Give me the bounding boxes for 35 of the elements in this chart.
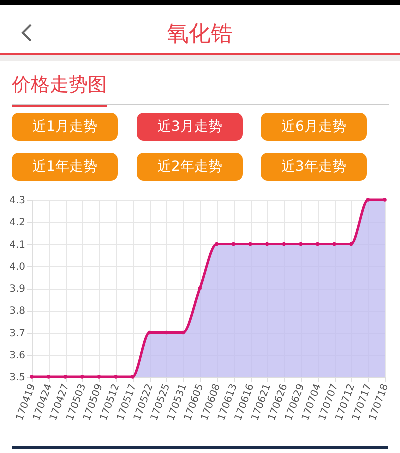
y-tick-label: 3.6 <box>10 350 26 362</box>
point <box>282 242 286 246</box>
point <box>198 286 202 290</box>
point <box>366 198 370 202</box>
y-tick-label: 4.1 <box>10 240 26 251</box>
point <box>383 198 387 202</box>
text: 近3年走势 <box>261 153 367 181</box>
y-tick-label: 3.7 <box>10 328 26 340</box>
y-tick-label: 3.8 <box>10 306 26 318</box>
point <box>232 242 236 246</box>
point <box>316 242 320 246</box>
y-tick-label: 4.3 <box>10 196 26 206</box>
y-tick-label: 4.0 <box>10 262 26 273</box>
point <box>148 330 152 335</box>
text: 近1月走势 <box>12 113 118 141</box>
chart-subtitle: 价格走势图 <box>12 72 107 107</box>
point <box>30 375 34 379</box>
point <box>350 242 354 246</box>
y-tick-label: 4.2 <box>10 218 26 229</box>
text: 近1年走势 <box>12 153 118 181</box>
point <box>80 375 84 379</box>
point <box>265 242 270 246</box>
text: 近6月走势 <box>261 113 367 141</box>
point <box>215 242 219 246</box>
chart-title: 氧化锆 <box>166 21 234 49</box>
point <box>181 330 186 335</box>
point <box>114 375 118 379</box>
y-tick-label: 3.5 <box>10 372 26 384</box>
point <box>64 375 68 379</box>
point <box>130 375 135 379</box>
text: 近3月走势 <box>137 113 243 141</box>
point <box>97 375 102 379</box>
text: 近2年走势 <box>137 153 243 181</box>
y-tick-label: 3.9 <box>10 284 26 295</box>
point <box>46 375 51 379</box>
